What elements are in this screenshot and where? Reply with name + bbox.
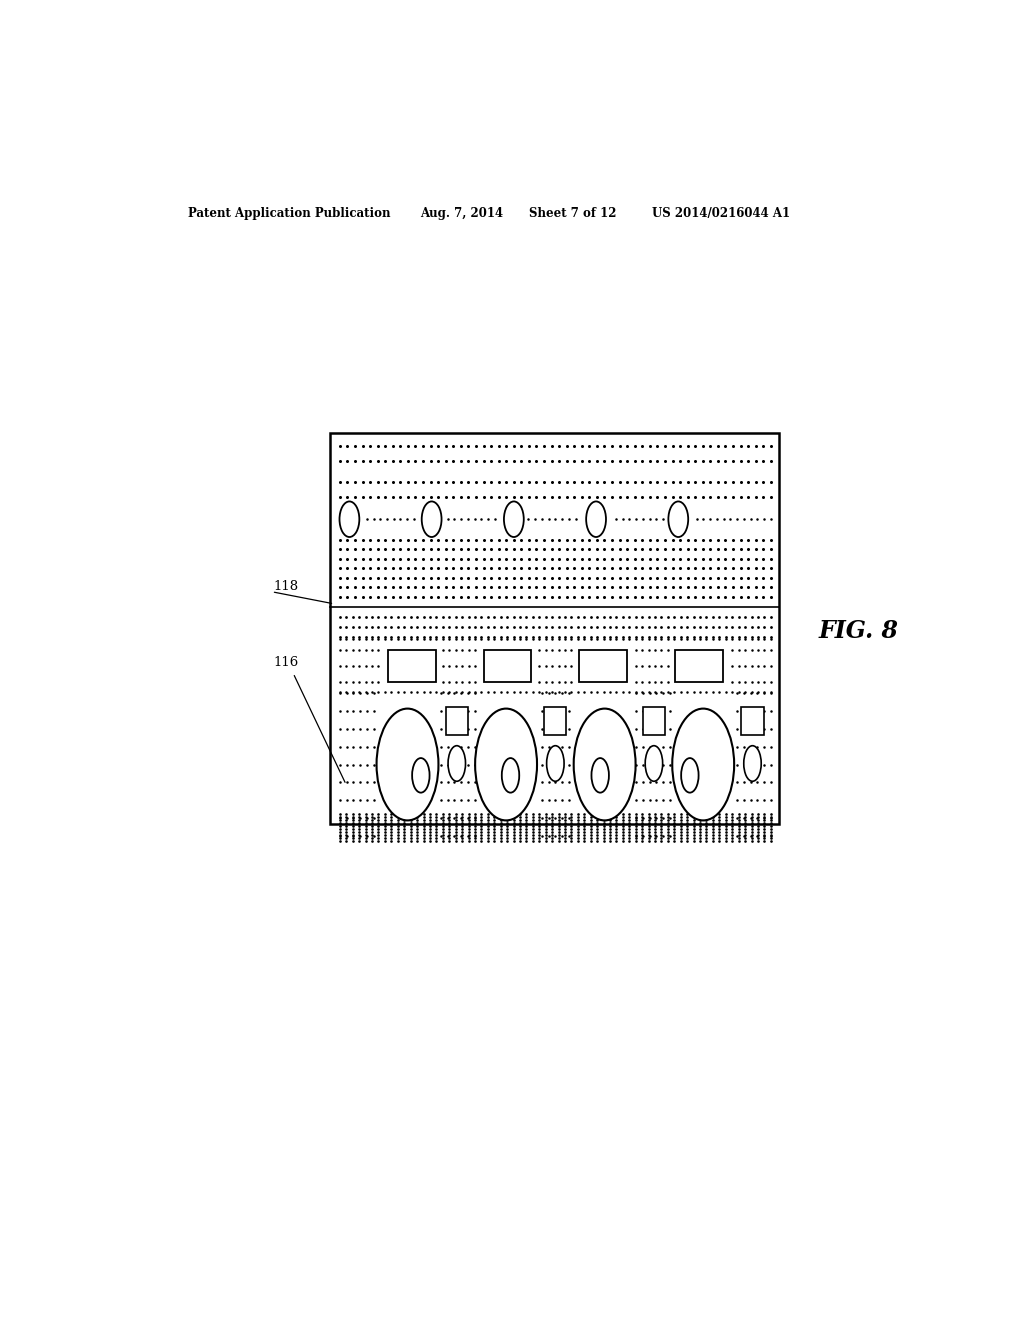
- Ellipse shape: [502, 758, 519, 792]
- Text: 118: 118: [273, 579, 298, 593]
- Ellipse shape: [573, 709, 636, 821]
- Bar: [544, 706, 566, 735]
- Ellipse shape: [449, 746, 466, 781]
- Ellipse shape: [377, 709, 438, 821]
- Ellipse shape: [743, 746, 761, 781]
- Ellipse shape: [669, 502, 688, 537]
- Ellipse shape: [475, 709, 537, 821]
- Ellipse shape: [412, 758, 430, 792]
- Ellipse shape: [340, 502, 359, 537]
- Text: FIG. 8: FIG. 8: [818, 619, 898, 643]
- Ellipse shape: [547, 746, 564, 781]
- Ellipse shape: [504, 502, 523, 537]
- Ellipse shape: [586, 502, 606, 537]
- Bar: [445, 706, 468, 735]
- Text: Sheet 7 of 12: Sheet 7 of 12: [528, 207, 616, 220]
- Text: 116: 116: [273, 656, 298, 669]
- Ellipse shape: [422, 502, 441, 537]
- Text: US 2014/0216044 A1: US 2014/0216044 A1: [652, 207, 790, 220]
- Bar: [331, 433, 778, 824]
- Bar: [483, 649, 531, 682]
- Ellipse shape: [681, 758, 698, 792]
- Bar: [675, 649, 723, 682]
- Bar: [741, 706, 764, 735]
- Bar: [388, 649, 435, 682]
- Bar: [580, 649, 627, 682]
- Bar: [643, 706, 665, 735]
- Ellipse shape: [645, 746, 663, 781]
- Ellipse shape: [592, 758, 609, 792]
- Text: Aug. 7, 2014: Aug. 7, 2014: [420, 207, 503, 220]
- Text: Patent Application Publication: Patent Application Publication: [187, 207, 390, 220]
- Ellipse shape: [672, 709, 734, 821]
